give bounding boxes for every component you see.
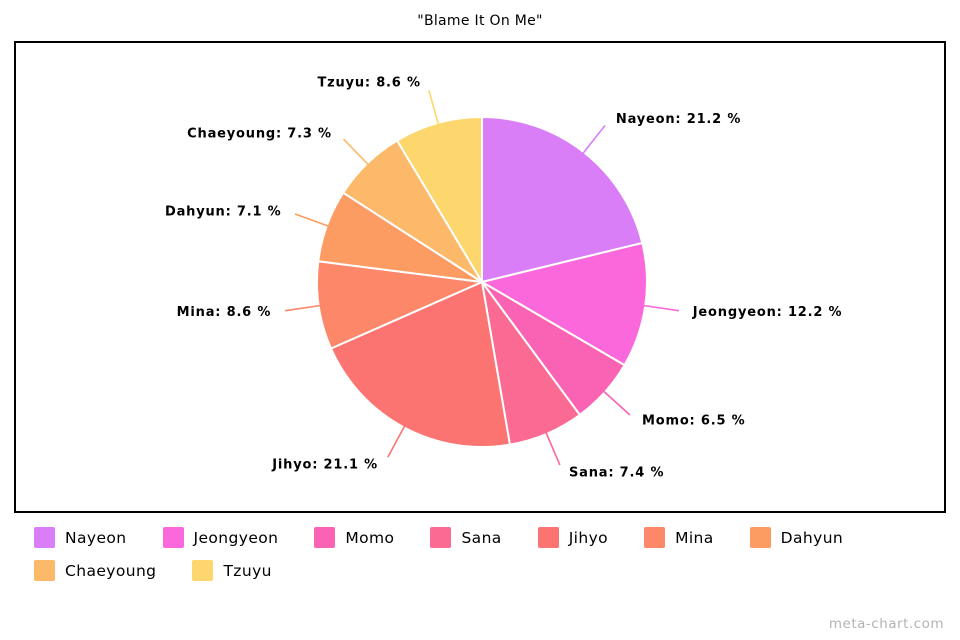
legend-swatch-sana bbox=[430, 527, 452, 548]
leader-line-momo bbox=[602, 390, 631, 416]
legend-item-jeongyeon: Jeongyeon bbox=[162, 527, 279, 548]
slice-label-nayeon: Nayeon: 21.2 % bbox=[616, 112, 741, 127]
legend-label-dahyun: Dahyun bbox=[780, 528, 844, 547]
legend-item-mina: Mina bbox=[644, 527, 714, 548]
legend-label-jeongyeon: Jeongyeon bbox=[193, 528, 279, 547]
slice-label-jeongyeon: Jeongyeon: 12.2 % bbox=[692, 305, 843, 320]
chart-frame: Nayeon: 21.2 % Jeongyeon: 12.2 % Momo: 6.5… bbox=[14, 41, 946, 513]
legend-swatch-mina bbox=[644, 527, 666, 548]
slice-label-mina: Mina: 8.6 % bbox=[177, 305, 272, 320]
page-title: "Blame It On Me" bbox=[417, 13, 543, 29]
leader-line-nayeon bbox=[582, 125, 606, 155]
legend-item-chaeyoung: Chaeyoung bbox=[34, 560, 156, 581]
leader-line-mina bbox=[284, 304, 321, 312]
legend-swatch-chaeyoung bbox=[34, 560, 55, 581]
legend-swatch-momo bbox=[314, 527, 336, 548]
leader-line-dahyun bbox=[294, 213, 330, 228]
legend-label-sana: Sana bbox=[461, 528, 502, 547]
slice-label-momo: Momo: 6.5 % bbox=[642, 413, 745, 428]
pie-chart-svg: Nayeon: 21.2 % Jeongyeon: 12.2 % Momo: 6.5… bbox=[165, 76, 843, 481]
legend-item-nayeon: Nayeon bbox=[34, 527, 127, 548]
legend-label-chaeyoung: Chaeyoung bbox=[65, 561, 157, 580]
legend-item-sana: Sana bbox=[430, 527, 501, 548]
legend-swatch-dahyun bbox=[749, 527, 771, 548]
leader-line-chaeyoung bbox=[342, 138, 370, 166]
leader-line-sana bbox=[545, 431, 561, 466]
legend-item-jihyo: Jihyo bbox=[537, 527, 609, 548]
slice-label-tzuyu: Tzuyu: 8.6 % bbox=[317, 76, 420, 91]
legend-item-dahyun: Dahyun bbox=[749, 527, 844, 548]
slice-label-sana: Sana: 7.4 % bbox=[569, 466, 664, 481]
legend-swatch-jeongyeon bbox=[162, 527, 184, 548]
legend-swatch-tzuyu bbox=[192, 560, 214, 581]
legend-label-nayeon: Nayeon bbox=[65, 528, 127, 547]
legend-item-tzuyu: Tzuyu bbox=[192, 560, 271, 581]
slice-label-dahyun: Dahyun: 7.1 % bbox=[165, 204, 282, 219]
leader-line-tzuyu bbox=[428, 89, 440, 126]
legend: Nayeon Jeongyeon Momo Sana Jihyo Mina Dahyun Ch… bbox=[0, 527, 960, 581]
legend-label-jihyo: Jihyo bbox=[568, 528, 609, 547]
legend-label-mina: Mina bbox=[675, 528, 714, 547]
leader-line-jeongyeon bbox=[643, 304, 680, 312]
watermark: meta-chart.com bbox=[828, 616, 944, 632]
legend-label-momo: Momo bbox=[345, 528, 395, 547]
legend-item-momo: Momo bbox=[314, 527, 394, 548]
leader-line-jihyo bbox=[387, 425, 406, 458]
slice-label-chaeyoung: Chaeyoung: 7.3 % bbox=[187, 126, 332, 141]
legend-swatch-nayeon bbox=[34, 527, 55, 548]
legend-label-tzuyu: Tzuyu bbox=[223, 561, 272, 580]
legend-swatch-jihyo bbox=[537, 527, 559, 548]
slice-label-jihyo: Jihyo: 21.1 % bbox=[271, 457, 378, 472]
